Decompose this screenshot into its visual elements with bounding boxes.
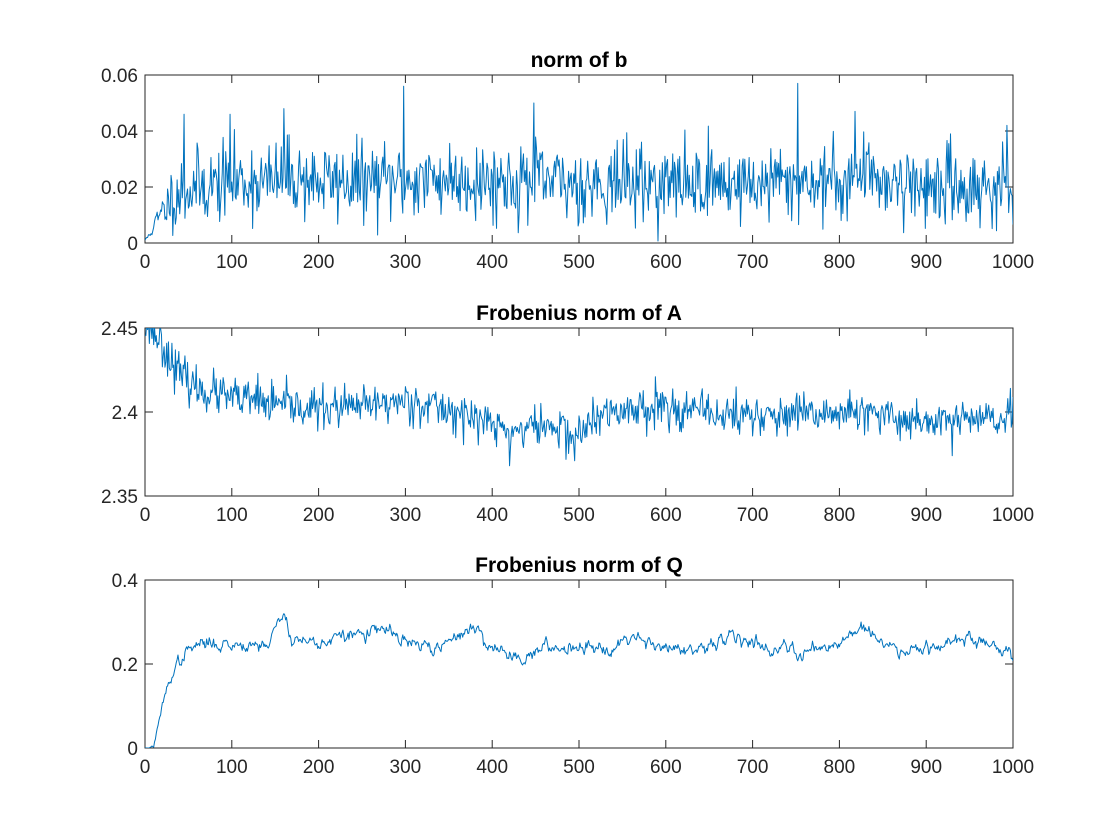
x-tick-label: 100 xyxy=(216,757,248,778)
x-tick-label: 200 xyxy=(303,757,335,778)
y-tick-label: 0.2 xyxy=(112,655,138,676)
x-tick-label: 400 xyxy=(476,757,508,778)
x-tick-label: 400 xyxy=(476,505,508,526)
x-tick-label: 1000 xyxy=(992,757,1034,778)
series-line xyxy=(145,82,1013,242)
x-tick-label: 700 xyxy=(737,505,769,526)
x-tick-label: 900 xyxy=(910,252,942,273)
subplot-frobenius-norm-of-q: 0 100 200 300 400 500 600 700 800 900 100000.20.4 … xyxy=(112,554,1035,778)
y-tick-label: 0.4 xyxy=(112,571,139,592)
y-tick-label: 2.45 xyxy=(101,319,138,340)
x-tick-label: 700 xyxy=(737,252,769,273)
x-tick-label: 0 xyxy=(140,505,151,526)
x-tick-label: 500 xyxy=(563,757,595,778)
x-tick-label: 600 xyxy=(650,505,682,526)
x-tick-label: 600 xyxy=(650,252,682,273)
x-tick-label: 0 xyxy=(140,252,151,273)
subplot-title: Frobenius norm of Q xyxy=(475,554,683,577)
y-tick-label: 0.04 xyxy=(101,122,138,143)
subplot-frobenius-norm-of-a: 0 100 200 300 400 500 600 700 800 900 1000 2.35 2.4 2… xyxy=(101,302,1034,526)
y-tick-label: 2.35 xyxy=(101,487,138,508)
x-tick-label: 800 xyxy=(824,757,856,778)
x-tick-label: 100 xyxy=(216,505,248,526)
x-tick-label: 200 xyxy=(303,252,335,273)
x-tick-label: 600 xyxy=(650,757,682,778)
x-tick-label: 1000 xyxy=(992,505,1034,526)
x-tick-label: 500 xyxy=(563,252,595,273)
series-line xyxy=(145,613,1013,748)
x-tick-label: 300 xyxy=(390,505,422,526)
subplot-title: norm of b xyxy=(531,49,628,72)
x-tick-label: 200 xyxy=(303,505,335,526)
y-tick-label: 0 xyxy=(127,739,138,760)
x-tick-label: 1000 xyxy=(992,252,1034,273)
x-tick-label: 900 xyxy=(910,505,942,526)
x-tick-label: 0 xyxy=(140,757,151,778)
x-tick-label: 300 xyxy=(390,757,422,778)
subplot-title: Frobenius norm of A xyxy=(476,302,682,325)
y-tick-label: 2.4 xyxy=(112,403,139,424)
x-tick-label: 800 xyxy=(824,505,856,526)
y-tick-label: 0.06 xyxy=(101,66,138,87)
axes-box xyxy=(144,579,1014,749)
x-tick-label: 400 xyxy=(476,252,508,273)
x-tick-label: 800 xyxy=(824,252,856,273)
y-tick-label: 0.02 xyxy=(101,178,138,199)
y-tick-label: 0 xyxy=(127,234,138,255)
x-tick-label: 100 xyxy=(216,252,248,273)
x-tick-label: 300 xyxy=(390,252,422,273)
series-line xyxy=(145,328,1013,467)
subplot-norm-of-b: 0 100 200 300 400 500 600 700 800 900 1000 0 0.02 0.0… xyxy=(101,49,1034,273)
x-tick-label: 900 xyxy=(910,757,942,778)
x-tick-label: 500 xyxy=(563,505,595,526)
x-tick-label: 700 xyxy=(737,757,769,778)
